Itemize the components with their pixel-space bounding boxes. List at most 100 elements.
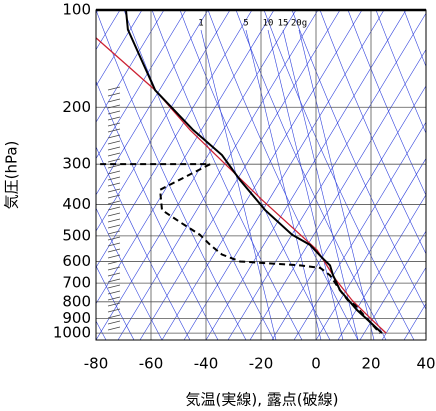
profile-line (124, 10, 383, 334)
barb (107, 254, 121, 259)
barb (107, 212, 121, 217)
isotherm (96, 10, 253, 268)
isotherm (381, 266, 426, 340)
y-axis-label: 気圧(hPa) (3, 141, 21, 210)
y-tick-label: 300 (62, 155, 91, 173)
adiabat (263, 10, 415, 340)
isotherm (425, 339, 426, 340)
barb (107, 242, 121, 247)
adiabat (432, 10, 436, 340)
profile-line (96, 37, 387, 334)
y-tick-label: 400 (62, 195, 91, 213)
mixing-ratio-line (245, 29, 322, 340)
adiabat (291, 10, 426, 311)
y-tick-label: 600 (62, 252, 91, 270)
barb (107, 284, 121, 289)
barb (107, 86, 121, 91)
barb (107, 224, 121, 229)
mixing-ratio-line (200, 29, 277, 340)
barb (107, 146, 121, 151)
barb (107, 230, 121, 235)
barb (107, 266, 121, 271)
isotherm (96, 10, 275, 305)
y-tick-label: 100 (62, 1, 91, 19)
isotherm (293, 121, 426, 340)
isotherm (271, 85, 426, 340)
isotherm (337, 194, 426, 340)
barb (107, 248, 121, 253)
isotherm (183, 10, 385, 340)
x-tick-label: 20 (361, 355, 380, 373)
y-tick-label: 500 (62, 226, 91, 244)
isotherm (227, 12, 426, 340)
barb (107, 188, 121, 193)
barb (107, 176, 121, 181)
mixing-ratio-label: 20g (291, 19, 307, 29)
barb (107, 128, 121, 133)
mixing-ratio-line (267, 29, 344, 340)
profiles (96, 10, 387, 334)
barb (107, 104, 121, 109)
barb (107, 272, 121, 277)
y-tick-label: 700 (62, 274, 91, 292)
barb (107, 302, 121, 307)
barb (107, 206, 121, 211)
barb (107, 170, 121, 175)
adiabat (151, 10, 303, 340)
mixing-ratio-label: 15 (278, 19, 289, 29)
isotherm (96, 10, 187, 160)
barb (107, 260, 121, 265)
barb (107, 140, 121, 145)
isotherm (315, 157, 426, 340)
adiabat (123, 10, 275, 340)
adiabat (96, 207, 163, 340)
barb (107, 200, 121, 205)
x-tick-label: 40 (416, 355, 435, 373)
barb (107, 236, 121, 241)
mixing-ratio-label: 1 (198, 19, 203, 29)
adiabat (319, 10, 426, 255)
x-tick-label: -20 (249, 355, 274, 373)
barb (107, 92, 121, 97)
x-tick-label: -80 (84, 355, 109, 373)
y-tick-label: 200 (62, 98, 91, 116)
y-tick-label: 800 (62, 292, 91, 310)
isotherm (139, 10, 341, 340)
adiabat (375, 10, 426, 134)
barb (107, 278, 121, 283)
adiabat (235, 10, 387, 340)
y-tick-label: 900 (62, 309, 91, 327)
adiabat (96, 265, 135, 340)
barb (107, 122, 121, 127)
isotherm (96, 10, 165, 123)
isotherm (96, 10, 231, 232)
barb (107, 110, 121, 115)
barb (107, 116, 121, 121)
adiabat (403, 10, 426, 68)
adiabat (207, 10, 359, 340)
barb (107, 290, 121, 295)
isotherm (161, 10, 363, 340)
mixing-ratio-label: 5 (243, 19, 248, 29)
barb (107, 158, 121, 163)
mixing-ratio-line (298, 29, 375, 340)
barb (107, 314, 121, 319)
barb (107, 326, 121, 331)
isotherm (117, 10, 319, 340)
barb (107, 182, 121, 187)
mixing-ratio-label: 10 (263, 19, 274, 29)
profile-line (100, 163, 381, 334)
x-tick-label: -60 (139, 355, 164, 373)
barb (107, 320, 121, 325)
isotherm (96, 10, 209, 196)
x-axis-label: 気温(実線), 露点(破線) (186, 391, 339, 409)
x-tick-label: 0 (311, 355, 321, 373)
isotherm (96, 10, 297, 340)
barb (107, 218, 121, 223)
isotherm (249, 49, 426, 340)
barb (107, 296, 121, 301)
barb (107, 308, 121, 313)
wind-barbs (107, 86, 121, 331)
isotherm (205, 10, 407, 340)
